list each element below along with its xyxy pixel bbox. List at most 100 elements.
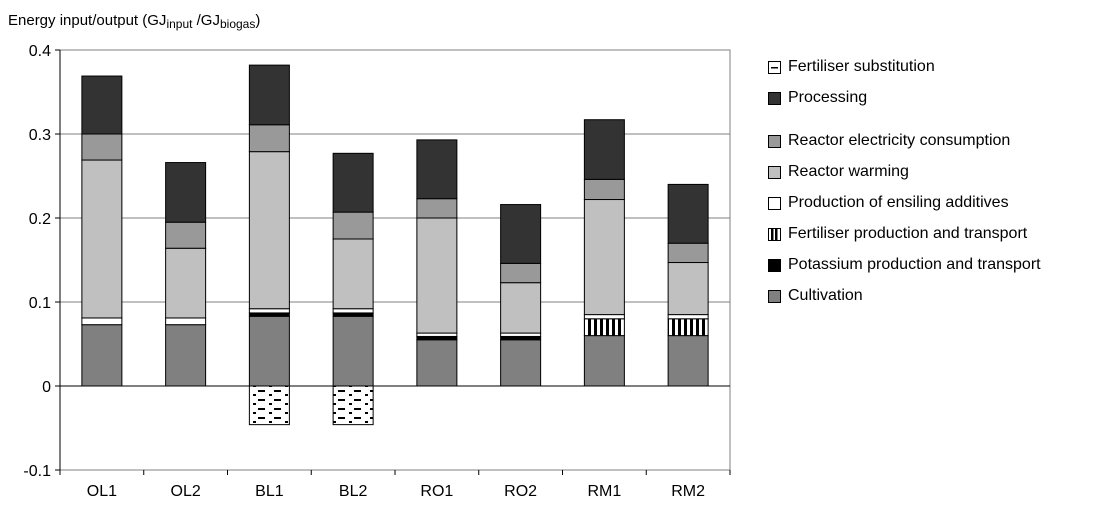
x-tick-label: RO2 bbox=[504, 483, 537, 500]
x-tick-label: BL1 bbox=[255, 483, 284, 500]
legend-swatch bbox=[768, 290, 781, 303]
bar-segment-ensiling-additives bbox=[416, 332, 458, 337]
bar-segment-fertiliser-production bbox=[583, 318, 625, 337]
bar-group-bl1 bbox=[248, 64, 290, 426]
y-axis-ticks: 0.4 0.3 0.2 0.1 0 -0.1 bbox=[23, 43, 60, 480]
bar-segment-ensiling-additives bbox=[500, 332, 542, 337]
bar-group-rm2 bbox=[667, 183, 709, 387]
bar-segment-reactor-warming bbox=[416, 217, 458, 334]
legend-label: Production of ensiling additives bbox=[788, 194, 1009, 211]
bar-segment-reactor-warming bbox=[248, 151, 290, 310]
bar-segment-cultivation bbox=[416, 339, 458, 387]
bar-segment-potassium bbox=[416, 335, 458, 341]
legend-item-fertiliser-substitution: Fertiliser substitution bbox=[768, 57, 1041, 77]
bar-segment-cultivation bbox=[500, 339, 542, 387]
legend-swatch bbox=[768, 135, 781, 148]
legend-item-ensiling-additives: Production of ensiling additives bbox=[768, 193, 1041, 213]
bar-segment-processing bbox=[165, 162, 207, 223]
legend-label: Potassium production and transport bbox=[788, 256, 1041, 273]
bar-segment-reactor-electricity bbox=[81, 133, 123, 161]
x-tick-label: RO1 bbox=[420, 483, 453, 500]
bar-segment-ensiling-additives bbox=[248, 308, 290, 314]
bar-segment-reactor-electricity bbox=[667, 242, 709, 264]
bar-segment-reactor-warming bbox=[583, 199, 625, 316]
bar-segment-processing bbox=[248, 64, 290, 126]
x-tick-label: BL2 bbox=[339, 483, 368, 500]
y-axis-title: Energy input/output (GJinput /GJbiogas) bbox=[8, 12, 260, 31]
legend: Fertiliser substitution Processing Reactor… bbox=[768, 57, 1041, 306]
plot-area bbox=[59, 49, 731, 471]
x-tick-label: RM1 bbox=[587, 483, 621, 500]
x-tick-label: OL2 bbox=[171, 483, 201, 500]
y-axis-title-close: ) bbox=[255, 12, 261, 29]
bar-group-bl2 bbox=[332, 152, 374, 426]
legend-item-reactor-electricity: Reactor electricity consumption bbox=[768, 131, 1041, 151]
bar-segment-reactor-warming bbox=[500, 282, 542, 334]
legend-label: Fertiliser substitution bbox=[788, 58, 935, 75]
legend-swatch bbox=[768, 92, 781, 105]
bar-segment-reactor-electricity bbox=[165, 221, 207, 249]
y-axis-title-sub-biogas: biogas bbox=[219, 17, 256, 31]
legend-item-potassium: Potassium production and transport bbox=[768, 255, 1041, 275]
y-axis-title-main: Energy input/output (GJ bbox=[8, 12, 167, 29]
bar-group-ol1 bbox=[81, 75, 123, 387]
bar-segment-cultivation bbox=[667, 335, 709, 387]
bars bbox=[81, 64, 709, 426]
legend-swatch bbox=[768, 61, 781, 74]
bar-segment-processing bbox=[332, 152, 374, 213]
bar-segment-processing bbox=[667, 183, 709, 244]
bar-segment-processing bbox=[81, 75, 123, 135]
bar-segment-cultivation bbox=[81, 324, 123, 387]
bar-segment-reactor-warming bbox=[165, 247, 207, 319]
bar-group-rm1 bbox=[583, 119, 625, 387]
legend-item-fertiliser-production: Fertiliser production and transport bbox=[768, 224, 1041, 244]
legend-swatch bbox=[768, 197, 781, 210]
bar-segment-fertiliser-substitution bbox=[248, 385, 290, 426]
legend-label: Reactor electricity consumption bbox=[788, 132, 1011, 149]
bar-segment-reactor-electricity bbox=[500, 262, 542, 284]
y-tick-label: 0.1 bbox=[29, 295, 51, 312]
bar-segment-ensiling-additives bbox=[667, 314, 709, 320]
bar-segment-potassium bbox=[248, 312, 290, 317]
bar-segment-reactor-warming bbox=[332, 238, 374, 310]
legend-swatch bbox=[768, 259, 781, 272]
bar-segment-processing bbox=[416, 139, 458, 200]
bar-segment-cultivation bbox=[332, 315, 374, 387]
bar-segment-ensiling-additives bbox=[583, 314, 625, 320]
bar-segment-potassium bbox=[332, 312, 374, 317]
bar-segment-ensiling-additives bbox=[332, 308, 374, 314]
legend-label: Fertiliser production and transport bbox=[788, 225, 1028, 242]
legend-label: Cultivation bbox=[788, 287, 863, 304]
bar-segment-reactor-warming bbox=[667, 262, 709, 316]
bar-segment-processing bbox=[583, 119, 625, 180]
bar-group-ol2 bbox=[165, 162, 207, 387]
bar-group-ro1 bbox=[416, 139, 458, 387]
x-tick-label: OL1 bbox=[87, 483, 117, 500]
legend-item-reactor-warming: Reactor warming bbox=[768, 162, 1041, 182]
y-axis-title-sub-input: input bbox=[166, 17, 193, 31]
y-tick-label: 0 bbox=[42, 379, 51, 396]
legend-item-cultivation: Cultivation bbox=[768, 286, 1041, 306]
bar-segment-reactor-electricity bbox=[332, 211, 374, 240]
legend-label: Processing bbox=[788, 89, 868, 106]
bar-segment-reactor-electricity bbox=[416, 198, 458, 219]
bar-segment-cultivation bbox=[165, 324, 207, 387]
bar-segment-processing bbox=[500, 204, 542, 264]
legend-label: Reactor warming bbox=[788, 163, 909, 180]
legend-item-processing: Processing bbox=[768, 88, 1041, 108]
x-tick-label: RM2 bbox=[671, 483, 705, 500]
bar-segment-potassium bbox=[500, 335, 542, 341]
bar-segment-fertiliser-substitution bbox=[332, 385, 374, 426]
bar-group-ro2 bbox=[500, 204, 542, 387]
bar-segment-fertiliser-production bbox=[667, 318, 709, 337]
legend-swatch bbox=[768, 166, 781, 179]
y-axis-title-sep: /GJ bbox=[192, 12, 220, 29]
bar-segment-ensiling-additives bbox=[165, 317, 207, 326]
bar-segment-cultivation bbox=[248, 315, 290, 387]
y-tick-label: 0.4 bbox=[29, 43, 51, 60]
y-tick-label: 0.3 bbox=[29, 127, 51, 144]
legend-swatch bbox=[768, 228, 781, 241]
y-tick-label: 0.2 bbox=[29, 211, 51, 228]
bar-segment-reactor-warming bbox=[81, 159, 123, 319]
